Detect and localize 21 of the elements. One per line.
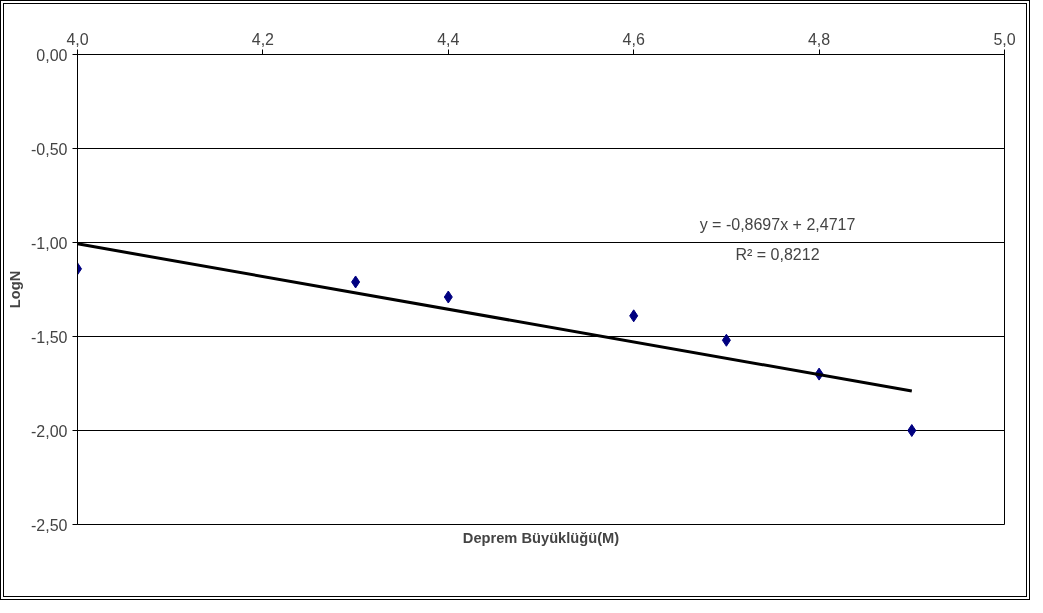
point xyxy=(721,333,731,347)
y-tick-label: -2,00 xyxy=(31,422,68,440)
y-tick-label: -1,50 xyxy=(31,328,68,346)
point xyxy=(351,275,361,289)
x-tick-label: 4,2 xyxy=(251,30,275,48)
y-tick-label: -0,50 xyxy=(31,140,68,158)
x-tick-label: 4,8 xyxy=(807,30,831,48)
point xyxy=(629,309,639,323)
point xyxy=(443,290,453,304)
x-tick-label: 4,4 xyxy=(437,30,460,48)
x-tick-label: 4,6 xyxy=(622,30,645,48)
y-tick-label: -2,50 xyxy=(31,516,68,534)
annotation: y = -0,8697x + 2,4717 xyxy=(699,216,856,233)
x-axis-title: Deprem Büyüklüğü(M) xyxy=(462,529,620,546)
point xyxy=(907,424,917,437)
x-tick-label: 5,0 xyxy=(993,30,1016,48)
x-tick-label: 4,0 xyxy=(66,30,89,48)
y-tick-label: 0,00 xyxy=(36,46,68,64)
annotation: R² = 0,8212 xyxy=(735,246,820,263)
y-tick-label: -1,00 xyxy=(31,234,68,252)
y-axis-title: LogN xyxy=(7,270,24,309)
